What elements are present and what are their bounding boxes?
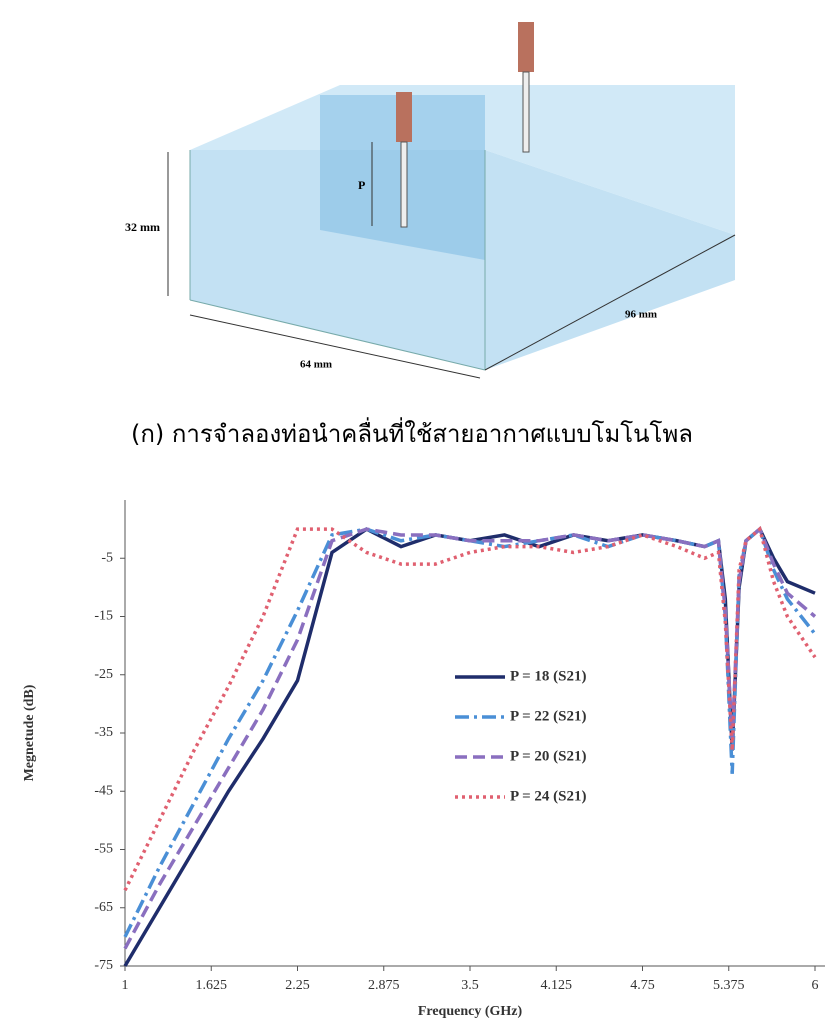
waveguide-diagram: 32 mm 64 mm 96 mm P xyxy=(125,22,735,378)
dim-label: 64 mm xyxy=(300,359,332,371)
y-tick-label: -15 xyxy=(94,609,113,624)
probe-pin xyxy=(401,142,407,227)
x-tick-label: 1.625 xyxy=(196,978,228,993)
x-tick-label: 2.25 xyxy=(285,978,310,993)
x-tick-label: 2.875 xyxy=(368,978,400,993)
dim-label: P xyxy=(358,178,365,192)
y-tick-label: -55 xyxy=(94,842,113,857)
x-tick-label: 3.5 xyxy=(461,978,479,993)
dim-label: 32 mm xyxy=(125,220,160,234)
legend-label: P = 22 (S21) xyxy=(510,708,586,724)
y-tick-label: -45 xyxy=(94,783,113,798)
x-tick-label: 4.125 xyxy=(541,978,573,993)
probe-pin xyxy=(523,72,529,152)
series-line xyxy=(125,529,815,890)
x-tick-label: 5.375 xyxy=(713,978,745,993)
probe xyxy=(518,22,534,72)
probe xyxy=(396,92,412,142)
y-tick-label: -75 xyxy=(94,958,113,973)
y-tick-label: -5 xyxy=(101,550,113,565)
legend-label: P = 24 (S21) xyxy=(510,788,586,804)
y-tick-label: -65 xyxy=(94,900,113,915)
y-tick-label: -25 xyxy=(94,667,113,682)
series-line xyxy=(125,529,815,937)
x-tick-label: 1 xyxy=(122,978,129,993)
legend-label: P = 20 (S21) xyxy=(510,748,586,764)
x-tick-label: 4.75 xyxy=(630,978,655,993)
chart: -5 -15 -25 -35 -45 -55 -65 -75 1 1.625 2.25 2.875 3.… xyxy=(22,500,825,1019)
caption: (ก) การจำลองท่อนำคลื่นที่ใช้สายอากาศแบบโ… xyxy=(131,417,693,448)
y-tick-label: -35 xyxy=(94,725,113,740)
dim-label: 96 mm xyxy=(625,309,657,321)
legend-label: P = 18 (S21) xyxy=(510,668,586,684)
page: 32 mm 64 mm 96 mm P (ก) การจำลองท่อนำคลื… xyxy=(0,0,825,1025)
x-axis-label: Frequency (GHz) xyxy=(418,1004,523,1019)
x-tick-label: 6 xyxy=(812,978,819,993)
y-axis-label: Megnetude (dB) xyxy=(22,684,37,781)
series-line xyxy=(125,529,815,966)
